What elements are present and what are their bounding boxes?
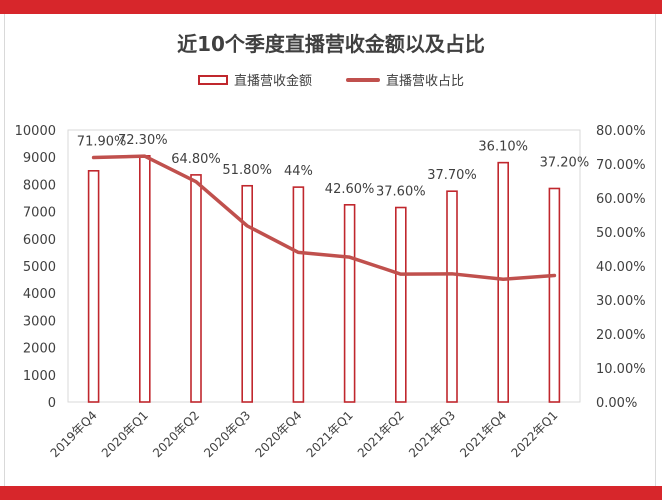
y-left-tick-label: 0	[48, 396, 56, 411]
data-label: 51.80%	[222, 163, 272, 178]
chart-title: 近10个季度直播营收金额以及占比	[177, 32, 485, 56]
x-tick-label: 2021年Q2	[355, 408, 407, 460]
y-right-tick-label: 40.00%	[596, 260, 646, 275]
bar	[139, 155, 151, 403]
x-tick-label: 2020年Q1	[99, 408, 151, 460]
y-right-tick-label: 30.00%	[596, 294, 646, 309]
data-label: 71.90%	[77, 135, 127, 150]
data-label: 37.70%	[427, 168, 477, 183]
bar	[292, 186, 305, 403]
bottom-accent-bar	[0, 486, 662, 500]
y-right-tick-label: 70.00%	[596, 158, 646, 173]
y-left-tick-label: 7000	[23, 206, 56, 221]
bar	[446, 190, 458, 403]
x-tick-label: 2022年Q1	[508, 408, 560, 460]
bar	[548, 187, 561, 403]
x-tick-label: 2019年Q4	[48, 408, 100, 460]
x-tick-label: 2021年Q4	[457, 408, 509, 460]
legend-item-amount: 直播营收金额	[197, 70, 312, 89]
y-left-tick-label: 1000	[23, 369, 56, 384]
data-label: 36.10%	[478, 140, 528, 155]
bar	[87, 170, 100, 403]
legend-item-ratio: 直播营收占比	[346, 70, 464, 89]
data-label: 37.20%	[540, 155, 590, 170]
x-tick-label: 2020年Q3	[201, 408, 253, 460]
x-tick-label: 2021年Q3	[406, 408, 458, 460]
y-right-tick-label: 0.00%	[596, 396, 637, 411]
y-right-tick-label: 80.00%	[596, 124, 646, 139]
bar	[497, 161, 510, 403]
chart-legend: 直播营收金额 直播营收占比	[0, 70, 662, 89]
y-left-tick-label: 2000	[23, 342, 56, 357]
bar	[343, 204, 356, 403]
y-left-tick-label: 10000	[15, 124, 56, 139]
y-left-tick-label: 3000	[23, 314, 56, 329]
legend-line-swatch	[346, 77, 380, 82]
x-tick-label: 2021年Q1	[304, 408, 356, 460]
bar	[190, 174, 202, 403]
y-left-tick-label: 5000	[23, 260, 56, 275]
series-line-ratio	[91, 154, 557, 282]
data-label: 44%	[284, 164, 313, 179]
y-right-tick-label: 50.00%	[596, 226, 646, 241]
y-right-tick-label: 10.00%	[596, 362, 646, 377]
data-label: 72.30%	[118, 133, 168, 148]
y-left-tick-label: 9000	[23, 151, 56, 166]
legend-bar-swatch	[197, 74, 228, 85]
plot-area	[67, 129, 581, 403]
bar	[394, 206, 407, 403]
top-accent-bar	[0, 0, 662, 14]
legend-label-ratio: 直播营收占比	[386, 74, 465, 89]
y-left-tick-label: 6000	[23, 233, 56, 248]
data-label: 37.60%	[376, 185, 426, 200]
y-right-tick-label: 20.00%	[596, 328, 646, 343]
data-label: 64.80%	[171, 152, 221, 167]
y-right-tick-label: 60.00%	[596, 192, 646, 207]
legend-label-amount: 直播营收金额	[233, 74, 312, 89]
bar	[241, 184, 253, 403]
data-label: 42.60%	[325, 182, 375, 197]
chart-frame	[4, 14, 656, 486]
y-left-tick-label: 4000	[23, 287, 56, 302]
y-left-tick-label: 8000	[23, 178, 56, 193]
x-tick-label: 2020年Q4	[252, 408, 304, 460]
x-tick-label: 2020年Q2	[150, 408, 202, 460]
